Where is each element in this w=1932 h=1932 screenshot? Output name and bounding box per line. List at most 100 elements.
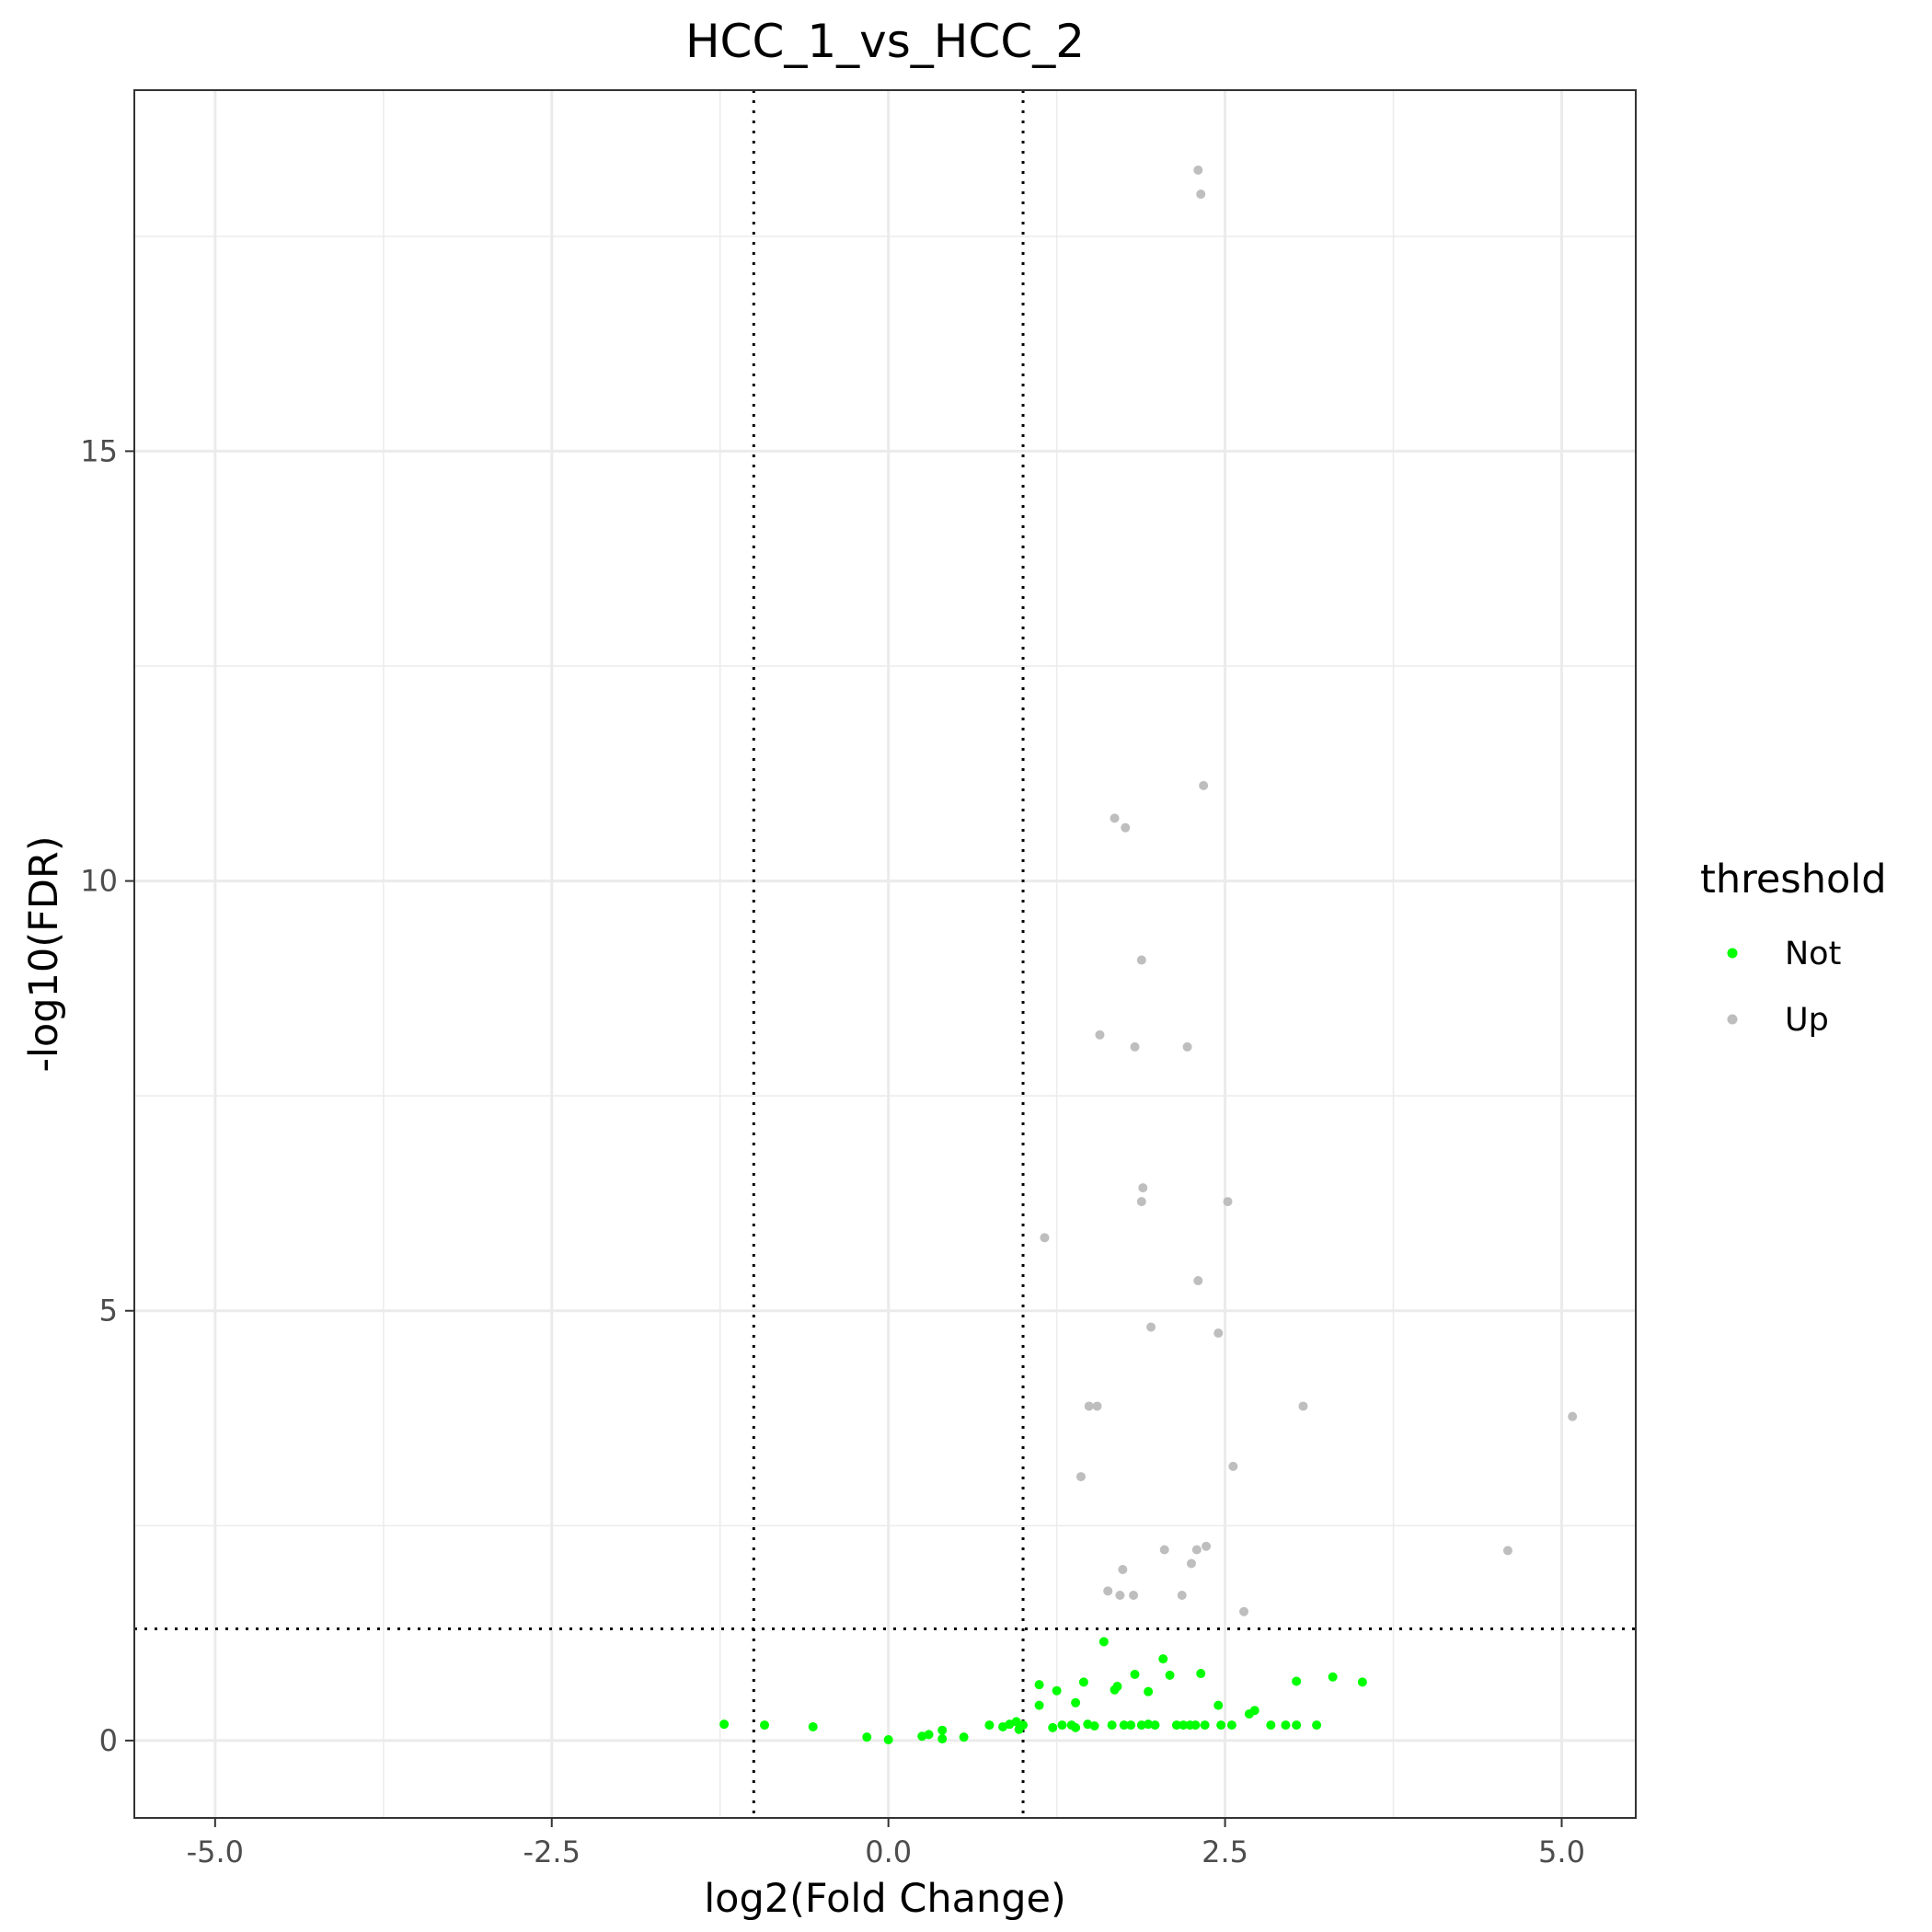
data-point (1281, 1720, 1291, 1731)
x-tick-label: -2.5 (523, 1834, 581, 1869)
series-up (1040, 165, 1578, 1616)
data-point (1158, 1654, 1168, 1664)
plot-panel (133, 89, 1637, 1819)
data-point (1018, 1720, 1029, 1731)
x-tick-label: 5.0 (1538, 1834, 1585, 1869)
data-point (1112, 1682, 1122, 1692)
data-point (924, 1730, 934, 1740)
data-point (1107, 1720, 1117, 1731)
data-point (1136, 1197, 1146, 1207)
legend-key (1727, 948, 1738, 959)
data-point (1078, 1677, 1088, 1687)
legend-title: threshold (1700, 857, 1887, 903)
data-point (937, 1734, 948, 1744)
series-not (719, 1637, 1367, 1744)
data-point (1089, 1721, 1099, 1731)
data-point (1213, 1700, 1224, 1710)
data-point (1071, 1697, 1081, 1708)
data-point (760, 1720, 770, 1731)
data-point (1239, 1606, 1249, 1616)
data-point (1266, 1720, 1276, 1731)
data-point (1190, 1720, 1201, 1731)
data-point (1199, 780, 1209, 790)
data-point (1103, 1586, 1113, 1596)
data-point (1193, 165, 1203, 175)
x-tick-label: -5.0 (187, 1834, 244, 1869)
data-point (1146, 1322, 1156, 1332)
data-point (1048, 1722, 1058, 1732)
y-tick-label: 10 (80, 864, 118, 899)
data-point (1110, 813, 1120, 823)
data-point (1200, 1720, 1210, 1731)
legend-item-not: Not (1727, 936, 1841, 972)
data-point (1202, 1541, 1212, 1551)
x-axis: -5.0 -2.5 0.0 2.5 5.0 (187, 1818, 1585, 1869)
data-point (719, 1719, 730, 1730)
data-point (1052, 1685, 1062, 1696)
data-point (1136, 1720, 1146, 1731)
data-point (1144, 1686, 1154, 1696)
data-point (1502, 1546, 1512, 1556)
data-point (1095, 1029, 1105, 1040)
data-point (1034, 1680, 1044, 1690)
data-point (1292, 1676, 1302, 1686)
x-tick-label: 0.0 (865, 1834, 912, 1869)
data-point (1226, 1720, 1236, 1731)
data-point (1121, 822, 1131, 833)
legend-entries: Not Up (1727, 936, 1841, 1039)
legend-label: Not (1785, 936, 1841, 972)
data-point (1144, 1719, 1154, 1730)
legend-label: Up (1785, 1002, 1829, 1039)
data-point (1126, 1720, 1136, 1731)
data-points (719, 165, 1578, 1744)
data-point (1196, 1669, 1206, 1679)
data-point (1119, 1720, 1129, 1731)
data-point (1216, 1720, 1226, 1731)
x-tick-label: 2.5 (1202, 1834, 1248, 1869)
data-point (1130, 1041, 1140, 1052)
data-point (1159, 1545, 1169, 1555)
data-point (1179, 1720, 1189, 1731)
data-point (1075, 1472, 1086, 1482)
y-tick-label: 0 (99, 1723, 118, 1758)
data-point (1357, 1677, 1367, 1687)
data-point (808, 1721, 818, 1731)
threshold-lines (134, 90, 1636, 1818)
data-point (1182, 1041, 1192, 1052)
y-tick-label: 5 (99, 1294, 118, 1328)
data-point (1312, 1720, 1322, 1731)
data-point (937, 1725, 948, 1735)
data-point (1084, 1401, 1094, 1411)
plot-background (134, 90, 1636, 1818)
legend: threshold Not Up (1700, 857, 1887, 1039)
data-point (1193, 1276, 1203, 1286)
data-point (1177, 1591, 1187, 1601)
data-point (1165, 1670, 1175, 1680)
legend-key (1727, 1014, 1738, 1025)
y-axis-title: -log10(FDR) (21, 835, 67, 1072)
y-axis: 0 5 10 15 (80, 433, 134, 1758)
data-point (959, 1732, 969, 1742)
data-point (1568, 1411, 1578, 1421)
data-point (1328, 1672, 1338, 1682)
data-point (1115, 1591, 1125, 1601)
data-point (1092, 1401, 1102, 1411)
chart-title: HCC_1_vs_HCC_2 (685, 15, 1085, 68)
data-point (1171, 1720, 1181, 1731)
data-point (1186, 1558, 1196, 1569)
data-point (1129, 1591, 1139, 1601)
data-point (1136, 955, 1146, 965)
data-point (1191, 1545, 1202, 1555)
data-point (1150, 1720, 1160, 1731)
data-point (1292, 1720, 1302, 1731)
data-point (1130, 1669, 1140, 1679)
plot-border (133, 89, 1637, 1819)
data-point (1118, 1564, 1128, 1574)
data-point (1223, 1197, 1233, 1207)
data-point (1213, 1328, 1224, 1339)
data-point (1034, 1700, 1044, 1710)
data-point (1098, 1637, 1109, 1647)
y-tick-label: 15 (80, 433, 118, 468)
data-point (862, 1732, 872, 1742)
